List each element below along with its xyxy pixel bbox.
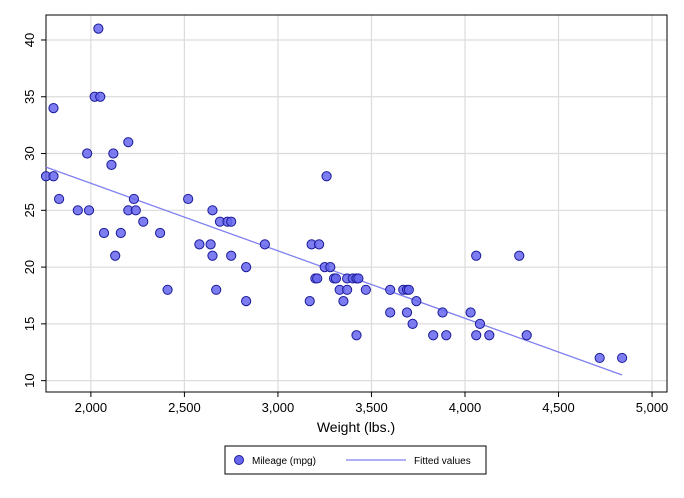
data-point — [471, 250, 482, 261]
data-point — [128, 193, 140, 205]
data-point — [162, 284, 173, 295]
data-point — [205, 239, 216, 250]
data-point — [98, 227, 110, 239]
data-point — [154, 227, 166, 239]
data-point — [72, 205, 83, 216]
data-point — [617, 352, 628, 364]
x-tick-label: 4,500 — [542, 400, 575, 415]
data-point — [123, 137, 134, 148]
data-point — [325, 261, 336, 273]
data-point — [241, 296, 252, 307]
data-point — [521, 330, 532, 341]
legend-label-mileage: Mileage (mpg) — [252, 456, 316, 467]
data-point — [428, 330, 439, 341]
data-point — [312, 273, 323, 284]
x-tick-label: 2,500 — [168, 400, 201, 415]
data-point — [259, 239, 270, 250]
data-point — [226, 216, 237, 227]
data-point — [108, 148, 119, 159]
data-point — [211, 284, 222, 295]
x-axis-ticks: 2,000 2,500 3,000 3,500 4,000 4,500 5,000 — [75, 392, 669, 415]
data-point — [48, 103, 59, 114]
data-point — [407, 318, 418, 329]
data-point — [441, 330, 452, 341]
data-point — [207, 250, 218, 261]
y-axis-ticks: 10 15 20 25 30 35 40 — [22, 33, 46, 388]
data-point — [321, 171, 332, 182]
data-point — [48, 171, 59, 182]
data-point — [194, 239, 205, 250]
data-point — [360, 284, 371, 295]
data-point — [594, 352, 605, 364]
data-point — [401, 307, 413, 318]
data-point — [351, 330, 362, 341]
data-point — [484, 330, 495, 341]
y-tick-label: 35 — [22, 90, 37, 104]
fitted-line-layer — [45, 166, 623, 376]
x-tick-label: 4,000 — [449, 400, 482, 415]
legend: Mileage (mpg) Fitted values — [224, 445, 487, 475]
data-point — [385, 284, 396, 295]
data-point — [338, 296, 349, 307]
data-point — [226, 250, 237, 261]
y-tick-label: 10 — [22, 373, 37, 387]
x-tick-label: 2,000 — [75, 400, 108, 415]
y-tick-label: 25 — [22, 203, 37, 217]
data-point — [83, 205, 95, 216]
data-point — [53, 193, 65, 205]
data-point — [183, 193, 194, 205]
x-tick-label: 5,000 — [636, 400, 669, 415]
data-point — [437, 307, 448, 318]
data-point — [471, 330, 482, 341]
horizontal-gridlines — [46, 39, 667, 382]
fitted-line — [45, 166, 623, 376]
data-point — [138, 216, 149, 227]
x-tick-label: 3,500 — [355, 400, 388, 415]
data-point — [353, 273, 364, 284]
data-point — [411, 296, 422, 307]
legend-marker-mileage — [234, 455, 244, 465]
y-tick-label: 30 — [22, 146, 37, 160]
data-point — [465, 307, 476, 318]
data-point — [385, 307, 396, 318]
data-point — [304, 296, 315, 307]
data-point — [330, 273, 342, 284]
vertical-gridlines — [90, 15, 653, 392]
x-axis-title: Weight (lbs.) — [317, 419, 395, 435]
data-point — [82, 148, 93, 159]
plot-frame — [45, 14, 668, 393]
data-point — [110, 250, 121, 261]
data-point — [514, 250, 525, 261]
data-point — [342, 284, 353, 295]
data-point — [95, 91, 106, 102]
y-tick-label: 15 — [22, 317, 37, 331]
x-tick-label: 3,000 — [262, 400, 295, 415]
scatter-points-layer — [40, 23, 628, 364]
data-point — [207, 205, 218, 216]
data-point — [403, 284, 414, 295]
data-point — [241, 261, 252, 273]
legend-label-fitted: Fitted values — [414, 456, 471, 467]
data-point — [313, 239, 325, 250]
data-point — [93, 23, 104, 34]
y-tick-label: 20 — [22, 260, 37, 274]
y-tick-label: 40 — [22, 33, 37, 47]
data-point — [130, 205, 141, 216]
data-point — [474, 318, 486, 329]
data-point — [106, 159, 117, 170]
data-point — [115, 227, 126, 239]
